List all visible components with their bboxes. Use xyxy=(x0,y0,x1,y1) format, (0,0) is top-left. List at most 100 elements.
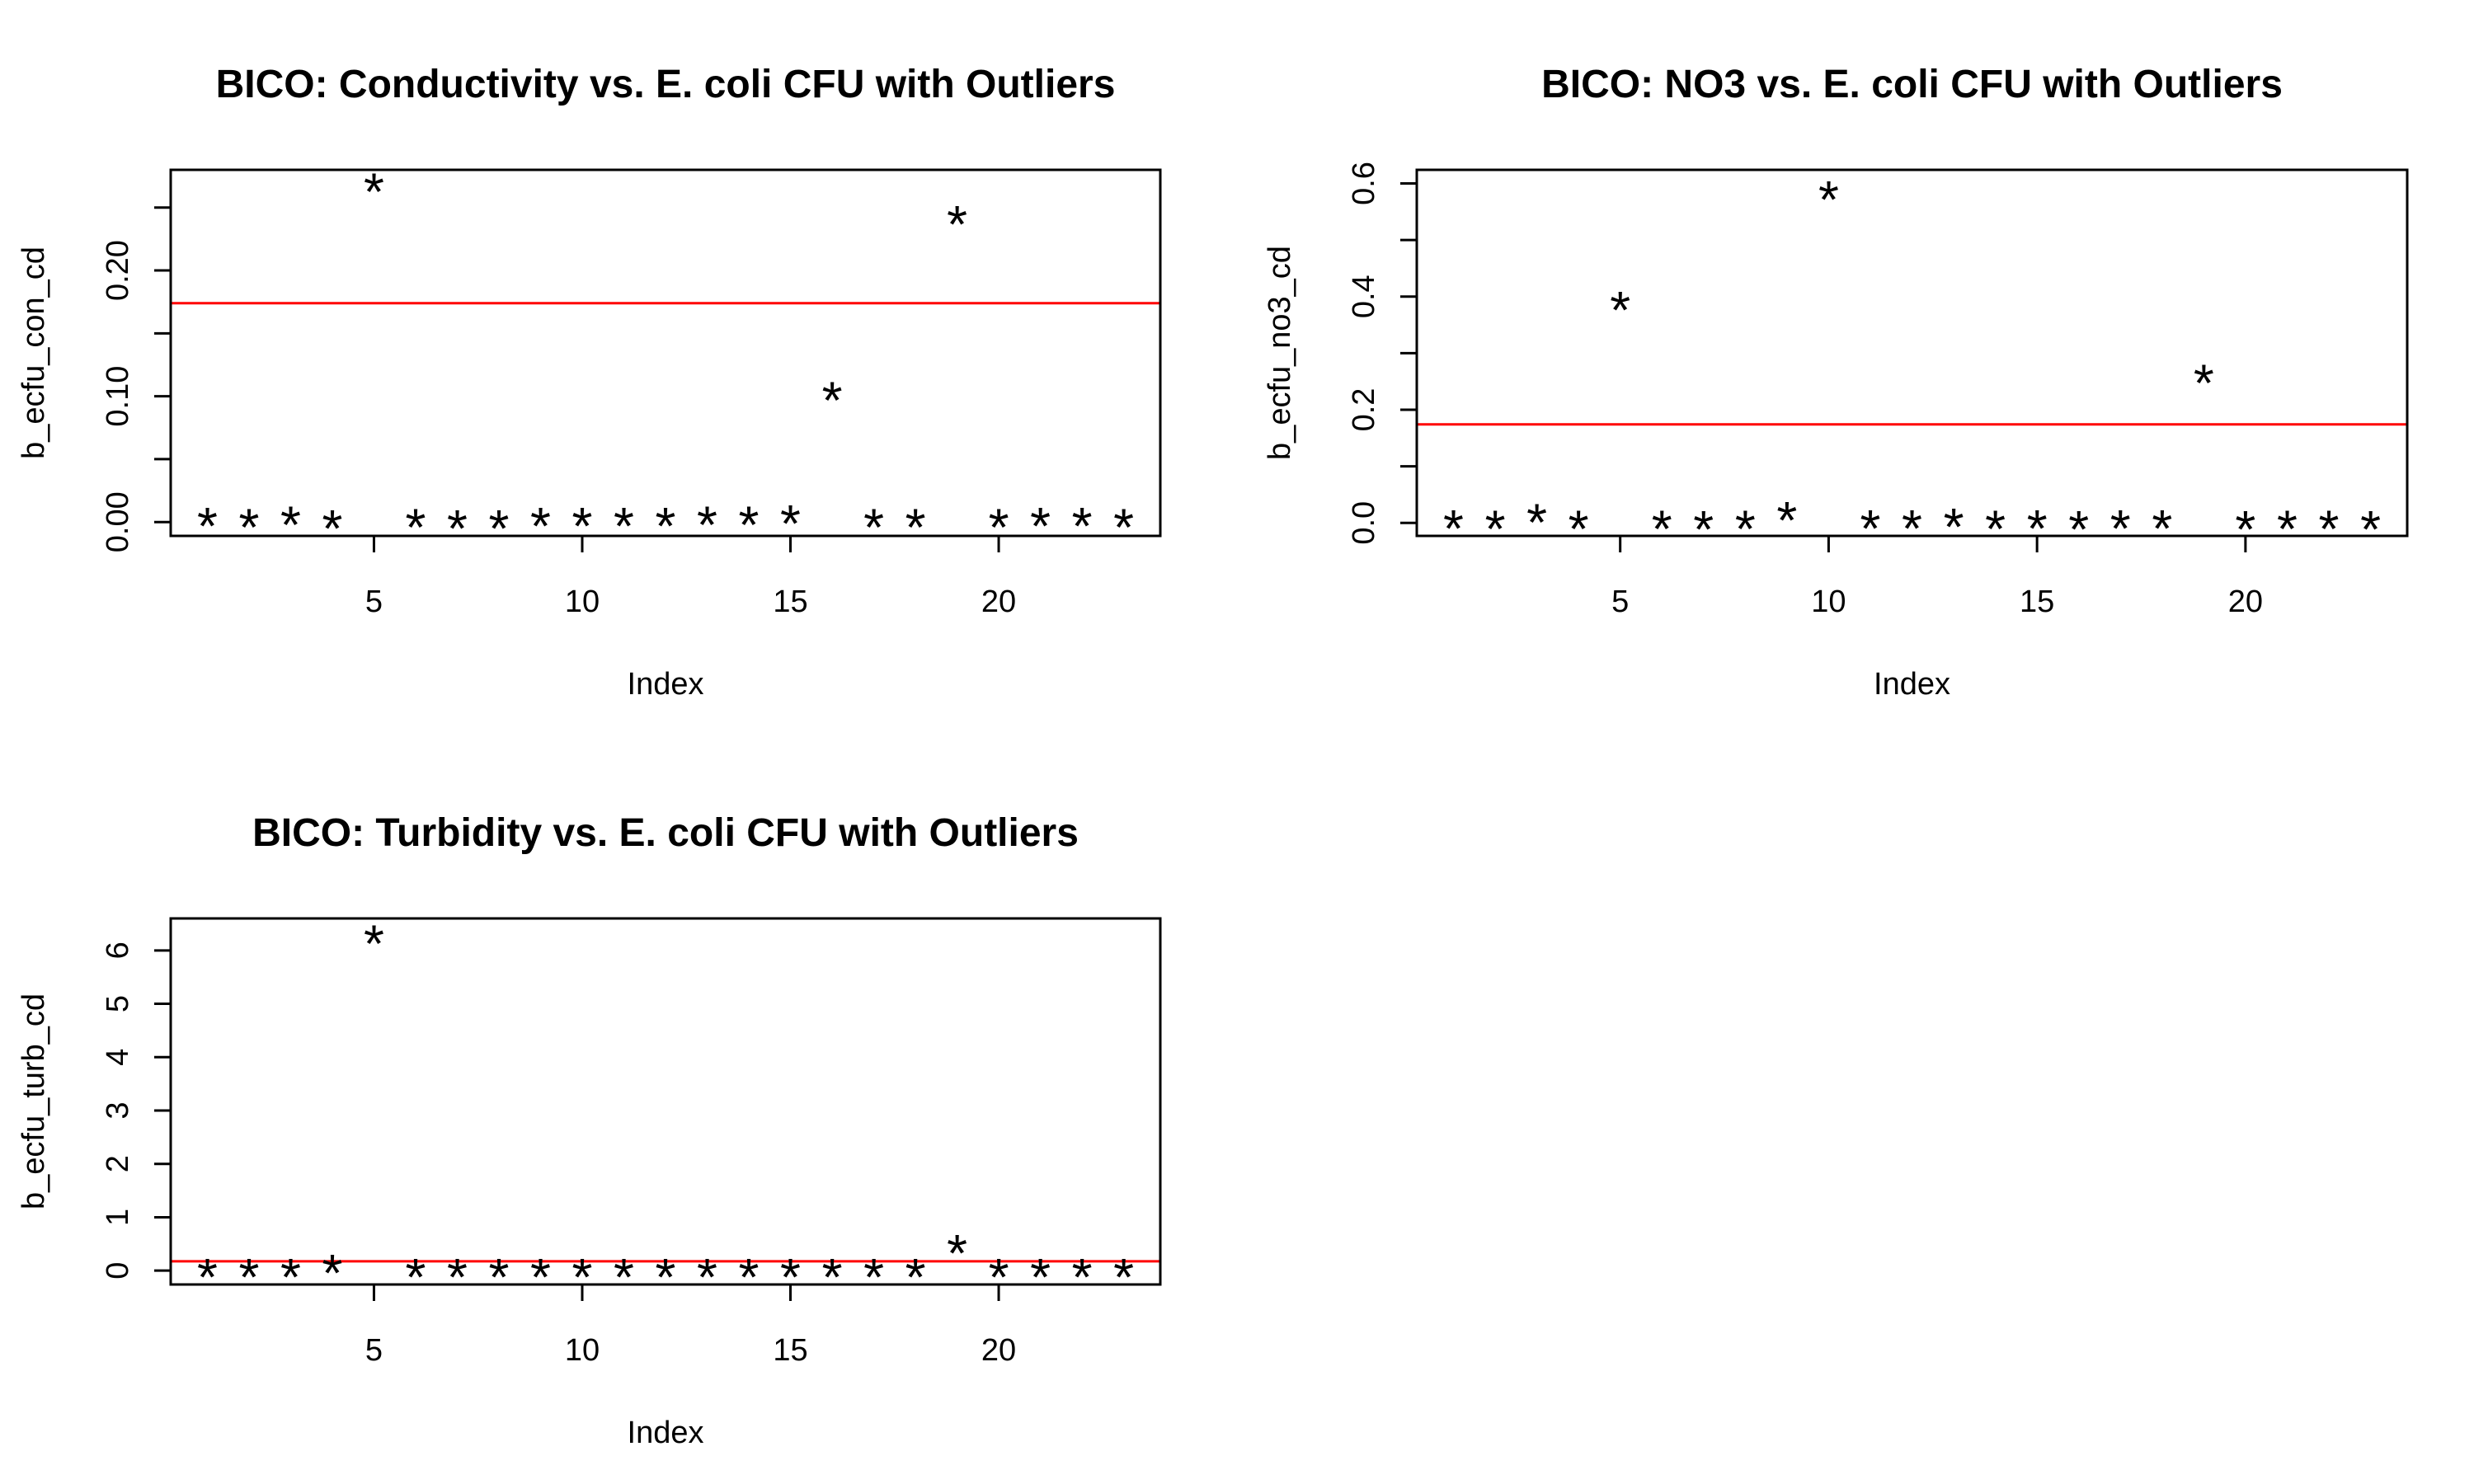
y-tick-label: 1 xyxy=(101,1209,135,1226)
plot-frame xyxy=(169,917,1162,1286)
x-tick-label: 5 xyxy=(365,1333,383,1368)
y-tick-label: 0.20 xyxy=(101,240,135,301)
data-point: * xyxy=(2319,500,2340,559)
x-tick-label: 15 xyxy=(773,1333,807,1368)
x-axis-label: Index xyxy=(628,667,704,702)
data-point: * xyxy=(447,499,468,558)
x-axis-label: Index xyxy=(1874,667,1950,702)
y-axis-label: b_ecfu_con_cd xyxy=(16,247,51,459)
data-point: * xyxy=(1113,498,1134,557)
data-point: * xyxy=(489,499,510,558)
data-point: * xyxy=(2068,500,2089,559)
x-axis-label: Index xyxy=(628,1416,704,1450)
data-point: * xyxy=(2235,500,2255,559)
data-point: * xyxy=(1030,1247,1051,1307)
data-point: * xyxy=(364,914,384,974)
plot-frame xyxy=(169,168,1162,538)
x-tick-label: 15 xyxy=(2020,585,2054,619)
data-point: * xyxy=(197,496,218,556)
data-point: * xyxy=(780,494,801,553)
x-tick-label: 20 xyxy=(981,1333,1016,1368)
data-point: * xyxy=(739,495,760,555)
data-point: * xyxy=(697,1247,717,1307)
data-point: * xyxy=(1693,500,1714,559)
y-tick-label: 0 xyxy=(101,1262,135,1280)
data-point: * xyxy=(406,498,426,557)
data-point: * xyxy=(1443,499,1464,558)
data-point: * xyxy=(1944,497,1964,556)
data-point: * xyxy=(572,1247,593,1307)
data-point: * xyxy=(2152,499,2172,558)
plot-frame xyxy=(1415,168,2409,538)
chart-title: BICO: Conductivity vs. E. coli CFU with … xyxy=(216,63,1116,106)
data-point: * xyxy=(1985,500,2006,559)
data-point: * xyxy=(822,371,843,430)
y-tick-label: 0.4 xyxy=(1347,275,1381,318)
data-point: * xyxy=(197,1247,218,1307)
y-tick-label: 4 xyxy=(101,1049,135,1066)
data-point: * xyxy=(1526,492,1547,552)
data-point: * xyxy=(1860,499,1880,558)
data-point: * xyxy=(2277,500,2298,559)
data-point: * xyxy=(656,496,676,556)
data-point: * xyxy=(2360,500,2381,559)
data-point: * xyxy=(989,498,1009,557)
y-axis-label: b_ecfu_no3_cd xyxy=(1263,246,1297,460)
data-point: * xyxy=(1902,499,1922,558)
data-point: * xyxy=(530,1247,551,1307)
data-point: * xyxy=(280,495,301,555)
data-point: * xyxy=(572,496,593,556)
data-point: * xyxy=(1652,500,1672,559)
data-point: * xyxy=(739,1247,760,1307)
x-tick-label: 10 xyxy=(565,585,600,619)
data-point: * xyxy=(2110,499,2131,558)
data-point: * xyxy=(1818,170,1839,229)
data-point: * xyxy=(947,195,967,254)
y-tick-label: 6 xyxy=(101,942,135,959)
data-point: * xyxy=(2194,353,2214,412)
data-point: * xyxy=(614,1247,634,1307)
data-point: * xyxy=(238,498,259,557)
x-tick-label: 10 xyxy=(565,1333,600,1368)
data-point: * xyxy=(1030,496,1051,556)
y-tick-label: 0.10 xyxy=(101,366,135,427)
data-point: * xyxy=(656,1247,676,1307)
data-point: * xyxy=(863,498,884,557)
data-point: * xyxy=(406,1247,426,1307)
y-tick-label: 0.0 xyxy=(1347,501,1381,545)
chart-title: BICO: Turbidity vs. E. coli CFU with Out… xyxy=(252,811,1079,855)
data-point: * xyxy=(364,162,384,221)
data-point: * xyxy=(1776,491,1797,550)
data-point: * xyxy=(1569,500,1589,559)
data-point: * xyxy=(1485,500,1506,559)
data-point: * xyxy=(989,1247,1009,1307)
y-tick-label: 2 xyxy=(101,1155,135,1172)
y-tick-label: 0.00 xyxy=(101,491,135,552)
data-point: * xyxy=(614,496,634,556)
data-point: * xyxy=(822,1247,843,1307)
data-point: * xyxy=(905,1247,926,1307)
data-point: * xyxy=(322,1243,343,1303)
data-point: * xyxy=(1072,496,1093,556)
data-point: * xyxy=(280,1247,301,1307)
x-tick-label: 10 xyxy=(1811,585,1846,619)
data-point: * xyxy=(530,496,551,556)
data-point: * xyxy=(322,499,343,558)
y-tick-label: 5 xyxy=(101,995,135,1012)
data-point: * xyxy=(697,495,717,555)
conductivity-chart-panel: BICO: Conductivity vs. E. coli CFU with … xyxy=(16,63,1162,702)
x-tick-label: 5 xyxy=(365,585,383,619)
data-point: * xyxy=(489,1247,510,1307)
x-tick-label: 15 xyxy=(773,585,807,619)
x-tick-label: 20 xyxy=(981,585,1016,619)
y-axis-label: b_ecfu_turb_cd xyxy=(16,993,51,1209)
chart-title: BICO: NO3 vs. E. coli CFU with Outliers xyxy=(1541,63,2283,106)
data-point: * xyxy=(447,1247,468,1307)
data-point: * xyxy=(1113,1247,1134,1307)
data-point: * xyxy=(780,1247,801,1307)
data-point: * xyxy=(905,498,926,557)
y-tick-label: 0.2 xyxy=(1347,388,1381,432)
data-point: * xyxy=(1610,280,1630,340)
no3-chart-panel: BICO: NO3 vs. E. coli CFU with Outliers … xyxy=(1263,63,2409,702)
